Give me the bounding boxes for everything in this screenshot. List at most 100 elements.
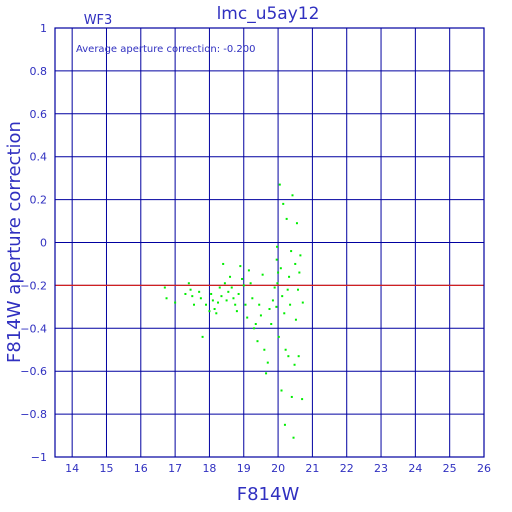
y-tick-label: −0.4 xyxy=(20,322,47,335)
x-tick-label: 21 xyxy=(305,462,319,475)
data-point xyxy=(259,314,262,317)
data-point xyxy=(201,335,204,338)
data-point xyxy=(301,301,304,304)
data-point xyxy=(165,297,168,300)
data-point xyxy=(205,303,208,306)
data-point xyxy=(271,299,274,302)
x-axis-label: F814W xyxy=(237,484,300,505)
data-point xyxy=(254,323,257,326)
data-point xyxy=(286,288,289,291)
data-point xyxy=(247,269,250,272)
data-point xyxy=(251,297,254,300)
x-tick-label: 18 xyxy=(202,462,216,475)
data-point xyxy=(235,310,238,313)
data-point xyxy=(163,286,166,289)
data-point xyxy=(299,254,302,257)
data-point xyxy=(287,355,290,358)
data-point xyxy=(290,250,293,253)
x-tick-label: 25 xyxy=(443,462,457,475)
data-point xyxy=(234,303,237,306)
y-tick-labels: −1 −0.8 −0.6 −0.4 −0.2 0 0.2 0.4 0.6 0.8 1 xyxy=(20,22,47,464)
data-point xyxy=(293,363,296,366)
data-point xyxy=(229,275,232,278)
data-point xyxy=(296,288,299,291)
data-point xyxy=(191,295,194,298)
data-point xyxy=(174,301,177,304)
data-point xyxy=(192,303,195,306)
data-point xyxy=(263,348,266,351)
average-correction-annotation: Average aperture correction: -0.200 xyxy=(76,44,256,55)
data-point xyxy=(280,389,283,392)
data-point xyxy=(184,292,187,295)
data-point xyxy=(266,361,269,364)
data-point xyxy=(301,398,304,401)
data-point xyxy=(208,310,211,313)
data-point xyxy=(220,295,223,298)
data-point xyxy=(244,303,247,306)
data-point xyxy=(249,282,252,285)
data-point xyxy=(210,292,213,295)
data-point xyxy=(291,194,294,197)
data-point xyxy=(282,202,285,205)
data-point xyxy=(270,323,273,326)
data-point xyxy=(187,282,190,285)
y-tick-label: 0.2 xyxy=(30,194,48,207)
x-tick-label: 26 xyxy=(477,462,491,475)
data-point xyxy=(276,282,279,285)
data-point xyxy=(294,262,297,265)
data-point xyxy=(225,299,228,302)
data-point xyxy=(276,245,279,248)
x-tick-label: 23 xyxy=(374,462,388,475)
data-point xyxy=(230,286,233,289)
y-tick-label: −0.6 xyxy=(20,365,47,378)
data-point xyxy=(277,271,280,274)
data-point xyxy=(215,312,218,315)
data-point xyxy=(211,299,214,302)
x-tick-label: 22 xyxy=(340,462,354,475)
y-tick-label: 0 xyxy=(40,237,47,250)
data-point xyxy=(295,222,298,225)
x-tick-label: 15 xyxy=(99,462,113,475)
data-point xyxy=(290,395,293,398)
data-point xyxy=(246,316,249,319)
data-point xyxy=(253,327,256,330)
chart-title: lmc_u5ay12 xyxy=(217,4,320,24)
data-point xyxy=(275,258,278,261)
data-point xyxy=(294,318,297,321)
data-point xyxy=(218,286,221,289)
y-tick-label: −1 xyxy=(31,451,47,464)
data-point xyxy=(265,372,268,375)
data-point xyxy=(241,277,244,280)
data-point xyxy=(213,307,216,310)
data-point xyxy=(227,290,230,293)
x-tick-label: 14 xyxy=(65,462,79,475)
data-point xyxy=(281,295,284,298)
y-tick-label: −0.2 xyxy=(20,279,47,292)
data-point xyxy=(256,340,259,343)
data-point xyxy=(289,303,292,306)
y-tick-label: 0.6 xyxy=(30,108,48,121)
data-point xyxy=(284,348,287,351)
data-point xyxy=(283,423,286,426)
x-tick-label: 16 xyxy=(134,462,148,475)
data-point xyxy=(297,355,300,358)
data-point xyxy=(217,301,220,304)
plot-frame xyxy=(54,27,485,458)
y-axis-label: F814W aperture correction xyxy=(4,121,25,363)
data-point xyxy=(292,436,295,439)
x-tick-label: 19 xyxy=(237,462,251,475)
data-point xyxy=(199,297,202,300)
grid-lines xyxy=(55,27,485,458)
data-point xyxy=(223,282,226,285)
x-tick-label: 20 xyxy=(271,462,285,475)
x-tick-labels: 14 15 16 17 18 19 20 21 22 23 24 25 26 xyxy=(65,462,491,475)
y-tick-label: 0.4 xyxy=(30,151,48,164)
data-point xyxy=(268,307,271,310)
data-point xyxy=(277,335,280,338)
data-point xyxy=(273,286,276,289)
data-point xyxy=(239,265,242,268)
data-point xyxy=(198,290,201,293)
data-point xyxy=(222,262,225,265)
x-tick-label: 17 xyxy=(168,462,182,475)
